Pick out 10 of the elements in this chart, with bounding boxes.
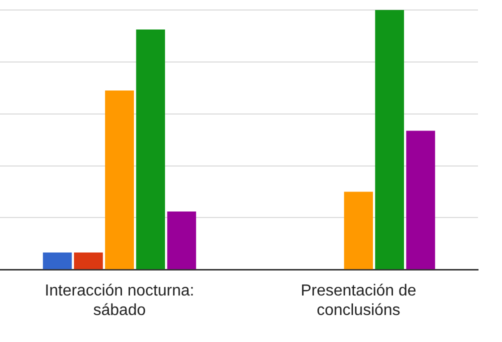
bar — [74, 252, 103, 270]
x-tick-label: Presentación de conclusións — [300, 282, 416, 319]
bar — [136, 29, 166, 270]
bar — [167, 211, 196, 270]
bar — [105, 90, 134, 270]
x-tick-label: Interacción nocturna: sábado — [44, 282, 194, 319]
bar — [375, 10, 404, 270]
bar — [406, 130, 436, 270]
bar — [344, 192, 373, 270]
bar — [42, 252, 72, 270]
